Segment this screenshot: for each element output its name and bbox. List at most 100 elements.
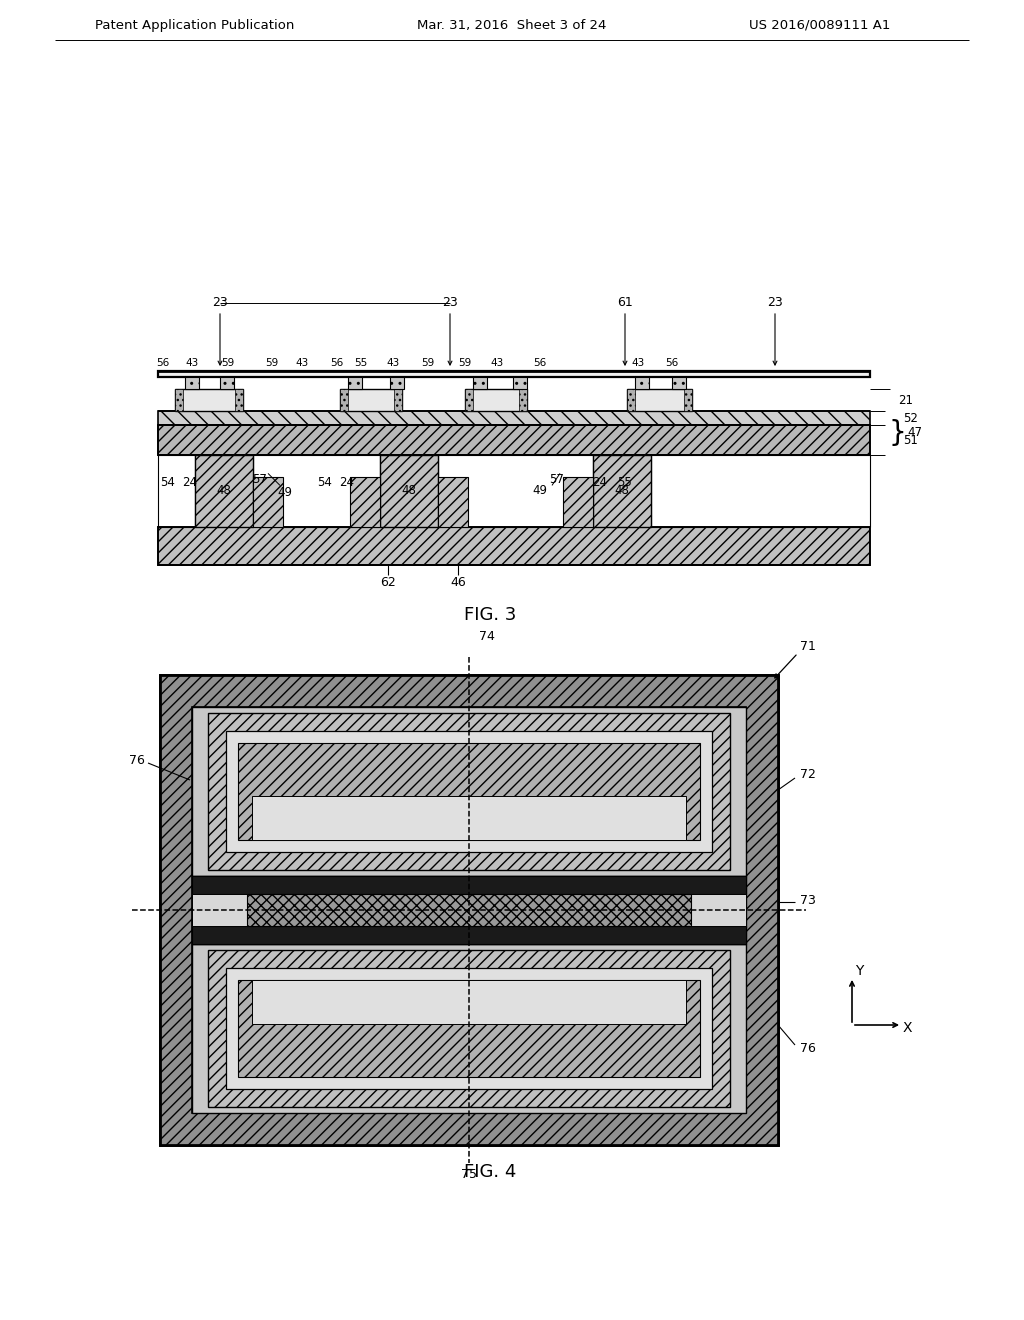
Text: 43: 43 — [490, 358, 504, 368]
Bar — [465, 389, 527, 411]
Bar — [394, 389, 402, 411]
Bar — [438, 477, 468, 527]
Text: 43: 43 — [295, 358, 308, 368]
Text: 51: 51 — [903, 433, 918, 446]
Bar — [252, 979, 686, 1023]
Bar — [651, 455, 870, 527]
Text: 46: 46 — [451, 577, 466, 590]
Bar — [160, 675, 778, 1144]
Text: 59: 59 — [421, 358, 434, 368]
Text: 76: 76 — [129, 754, 145, 767]
Text: FIG. 4: FIG. 4 — [464, 1163, 516, 1181]
Bar — [234, 389, 243, 411]
Text: 59: 59 — [265, 358, 279, 368]
Bar — [160, 675, 778, 1144]
Bar — [252, 796, 686, 840]
Text: 73: 73 — [800, 894, 816, 907]
Text: 59: 59 — [459, 358, 472, 368]
Bar — [175, 389, 243, 411]
Text: 55: 55 — [354, 358, 368, 368]
Text: US 2016/0089111 A1: US 2016/0089111 A1 — [750, 18, 891, 32]
Text: 61: 61 — [617, 297, 633, 309]
Text: 48: 48 — [401, 484, 417, 498]
Bar — [340, 389, 402, 411]
Bar — [348, 378, 362, 389]
Text: 56: 56 — [534, 358, 547, 368]
Text: 43: 43 — [632, 358, 645, 368]
Text: 24: 24 — [182, 477, 198, 488]
Bar — [195, 455, 253, 527]
Bar — [158, 371, 870, 378]
Text: 43: 43 — [386, 358, 399, 368]
Text: 49: 49 — [278, 486, 293, 499]
Text: 23: 23 — [212, 297, 228, 309]
Bar — [193, 927, 746, 944]
Bar — [238, 979, 700, 1077]
Text: FIG. 3: FIG. 3 — [464, 606, 516, 624]
Text: 52: 52 — [903, 412, 918, 425]
Bar — [627, 389, 635, 411]
Text: 72: 72 — [800, 768, 816, 781]
Text: 47: 47 — [907, 426, 922, 440]
Bar — [519, 389, 527, 411]
Bar — [193, 944, 746, 1113]
Bar — [193, 708, 746, 1113]
Bar — [193, 708, 746, 876]
Text: Patent Application Publication: Patent Application Publication — [95, 18, 295, 32]
Text: 75: 75 — [461, 1168, 477, 1181]
Text: 71: 71 — [800, 640, 816, 653]
Text: X: X — [902, 1020, 911, 1035]
Bar — [158, 425, 870, 455]
Text: 48: 48 — [614, 484, 630, 498]
Bar — [380, 455, 438, 527]
Text: 74: 74 — [479, 631, 495, 644]
Text: 57: 57 — [253, 473, 267, 486]
Text: 23: 23 — [442, 297, 458, 309]
Text: }: } — [889, 418, 906, 447]
Bar — [253, 477, 283, 527]
Bar — [627, 389, 692, 411]
Text: 48: 48 — [216, 484, 231, 498]
Bar — [238, 743, 700, 840]
Text: 49: 49 — [532, 484, 548, 496]
Text: 56: 56 — [157, 358, 170, 368]
Text: 21: 21 — [898, 393, 913, 407]
Text: 43: 43 — [185, 358, 199, 368]
Bar — [226, 731, 712, 851]
Bar — [226, 968, 712, 1089]
Text: 24: 24 — [340, 477, 354, 488]
Bar — [175, 389, 183, 411]
Bar — [158, 527, 870, 565]
Text: Y: Y — [855, 964, 863, 978]
Bar — [593, 455, 651, 527]
Text: 56: 56 — [666, 358, 679, 368]
Text: 23: 23 — [767, 297, 783, 309]
Bar — [635, 378, 649, 389]
Bar — [208, 713, 730, 870]
Bar — [563, 477, 593, 527]
Bar — [185, 378, 199, 389]
Bar — [513, 378, 527, 389]
Text: 54: 54 — [317, 477, 333, 488]
Bar — [473, 378, 487, 389]
Bar — [672, 378, 686, 389]
Bar — [247, 894, 691, 927]
Bar — [208, 950, 730, 1107]
Text: 55: 55 — [616, 477, 632, 488]
Bar — [684, 389, 692, 411]
Bar — [438, 455, 593, 527]
Text: Mar. 31, 2016  Sheet 3 of 24: Mar. 31, 2016 Sheet 3 of 24 — [418, 18, 606, 32]
Bar — [158, 455, 195, 527]
Text: 24: 24 — [593, 477, 607, 488]
Text: 57: 57 — [550, 473, 564, 486]
Text: 76: 76 — [800, 1041, 816, 1055]
Bar — [193, 876, 746, 944]
Bar — [340, 389, 348, 411]
Bar — [253, 455, 380, 527]
Bar — [193, 894, 247, 927]
Bar — [158, 411, 870, 425]
Text: 54: 54 — [161, 477, 175, 488]
Bar — [350, 477, 380, 527]
Bar — [465, 389, 473, 411]
Bar — [691, 894, 746, 927]
